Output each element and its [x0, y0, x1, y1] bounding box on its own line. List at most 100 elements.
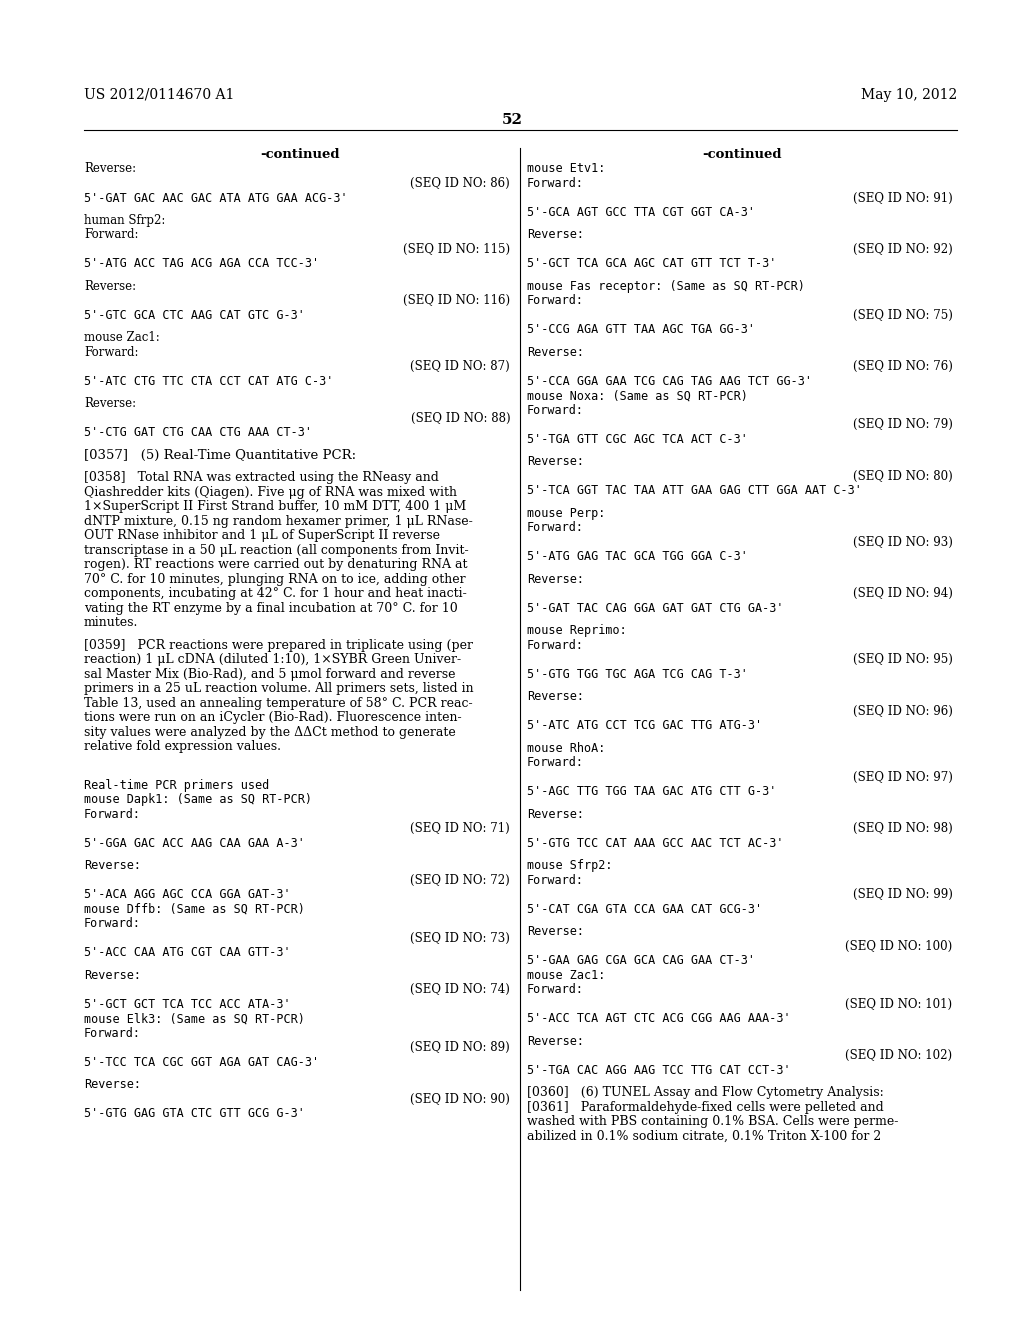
- Text: 5'-CCG AGA GTT TAA AGC TGA GG-3': 5'-CCG AGA GTT TAA AGC TGA GG-3': [527, 323, 755, 337]
- Text: 5'-GTC GCA CTC AAG CAT GTC G-3': 5'-GTC GCA CTC AAG CAT GTC G-3': [84, 309, 305, 322]
- Text: (SEQ ID NO: 97): (SEQ ID NO: 97): [853, 771, 952, 784]
- Text: Forward:: Forward:: [527, 756, 584, 770]
- Text: Forward:: Forward:: [84, 808, 141, 821]
- Text: Forward:: Forward:: [527, 983, 584, 997]
- Text: Reverse:: Reverse:: [527, 346, 584, 359]
- Text: OUT RNase inhibitor and 1 μL of SuperScript II reverse: OUT RNase inhibitor and 1 μL of SuperScr…: [84, 529, 440, 543]
- Text: 5'-GCA AGT GCC TTA CGT GGT CA-3': 5'-GCA AGT GCC TTA CGT GGT CA-3': [527, 206, 755, 219]
- Text: mouse Zac1:: mouse Zac1:: [84, 331, 160, 345]
- Text: (SEQ ID NO: 91): (SEQ ID NO: 91): [853, 191, 952, 205]
- Text: Reverse:: Reverse:: [527, 925, 584, 939]
- Text: mouse Fas receptor: (Same as SQ RT-PCR): mouse Fas receptor: (Same as SQ RT-PCR): [527, 280, 805, 293]
- Text: [0360]   (6) TUNEL Assay and Flow Cytometry Analysis:: [0360] (6) TUNEL Assay and Flow Cytometr…: [527, 1086, 884, 1100]
- Text: mouse Reprimo:: mouse Reprimo:: [527, 624, 627, 638]
- Text: (SEQ ID NO: 86): (SEQ ID NO: 86): [411, 177, 510, 190]
- Text: (SEQ ID NO: 93): (SEQ ID NO: 93): [853, 536, 952, 549]
- Text: 5'-ACC CAA ATG CGT CAA GTT-3': 5'-ACC CAA ATG CGT CAA GTT-3': [84, 946, 291, 960]
- Text: (SEQ ID NO: 98): (SEQ ID NO: 98): [853, 822, 952, 836]
- Text: Real-time PCR primers used: Real-time PCR primers used: [84, 779, 269, 792]
- Text: reaction) 1 μL cDNA (diluted 1:10), 1×SYBR Green Univer-: reaction) 1 μL cDNA (diluted 1:10), 1×SY…: [84, 653, 461, 667]
- Text: abilized in 0.1% sodium citrate, 0.1% Triton X-100 for 2: abilized in 0.1% sodium citrate, 0.1% Tr…: [527, 1130, 882, 1143]
- Text: 5'-ATC ATG CCT TCG GAC TTG ATG-3': 5'-ATC ATG CCT TCG GAC TTG ATG-3': [527, 719, 762, 733]
- Text: mouse Noxa: (Same as SQ RT-PCR): mouse Noxa: (Same as SQ RT-PCR): [527, 389, 748, 403]
- Text: 5'-GCT GCT TCA TCC ACC ATA-3': 5'-GCT GCT TCA TCC ACC ATA-3': [84, 998, 291, 1011]
- Text: 1×SuperScript II First Strand buffer, 10 mM DTT, 400 1 μM: 1×SuperScript II First Strand buffer, 10…: [84, 500, 466, 513]
- Text: (SEQ ID NO: 71): (SEQ ID NO: 71): [411, 822, 510, 836]
- Text: (SEQ ID NO: 72): (SEQ ID NO: 72): [411, 874, 510, 887]
- Text: Forward:: Forward:: [84, 1027, 141, 1040]
- Text: 5'-GAA GAG CGA GCA CAG GAA CT-3': 5'-GAA GAG CGA GCA CAG GAA CT-3': [527, 954, 755, 968]
- Text: rogen). RT reactions were carried out by denaturing RNA at: rogen). RT reactions were carried out by…: [84, 558, 468, 572]
- Text: -continued: -continued: [260, 148, 339, 161]
- Text: mouse RhoA:: mouse RhoA:: [527, 742, 605, 755]
- Text: 5'-TGA CAC AGG AAG TCC TTG CAT CCT-3': 5'-TGA CAC AGG AAG TCC TTG CAT CCT-3': [527, 1064, 791, 1077]
- Text: 5'-ACA AGG AGC CCA GGA GAT-3': 5'-ACA AGG AGC CCA GGA GAT-3': [84, 888, 291, 902]
- Text: (SEQ ID NO: 101): (SEQ ID NO: 101): [846, 998, 952, 1011]
- Text: (SEQ ID NO: 96): (SEQ ID NO: 96): [853, 705, 952, 718]
- Text: washed with PBS containing 0.1% BSA. Cells were perme-: washed with PBS containing 0.1% BSA. Cel…: [527, 1115, 898, 1129]
- Text: May 10, 2012: May 10, 2012: [861, 88, 957, 102]
- Text: minutes.: minutes.: [84, 616, 138, 630]
- Text: [0361]   Paraformaldehyde-fixed cells were pelleted and: [0361] Paraformaldehyde-fixed cells were…: [527, 1101, 884, 1114]
- Text: 5'-GGA GAC ACC AAG CAA GAA A-3': 5'-GGA GAC ACC AAG CAA GAA A-3': [84, 837, 305, 850]
- Text: 5'-AGC TTG TGG TAA GAC ATG CTT G-3': 5'-AGC TTG TGG TAA GAC ATG CTT G-3': [527, 785, 776, 799]
- Text: -continued: -continued: [702, 148, 782, 161]
- Text: 5'-ATG GAG TAC GCA TGG GGA C-3': 5'-ATG GAG TAC GCA TGG GGA C-3': [527, 550, 748, 564]
- Text: 5'-TCA GGT TAC TAA ATT GAA GAG CTT GGA AAT C-3': 5'-TCA GGT TAC TAA ATT GAA GAG CTT GGA A…: [527, 484, 862, 498]
- Text: Reverse:: Reverse:: [527, 1035, 584, 1048]
- Text: Reverse:: Reverse:: [527, 690, 584, 704]
- Text: (SEQ ID NO: 94): (SEQ ID NO: 94): [853, 587, 952, 601]
- Text: Reverse:: Reverse:: [84, 1078, 141, 1092]
- Text: (SEQ ID NO: 90): (SEQ ID NO: 90): [411, 1093, 510, 1106]
- Text: human Sfrp2:: human Sfrp2:: [84, 214, 165, 227]
- Text: 5'-ATC CTG TTC CTA CCT CAT ATG C-3': 5'-ATC CTG TTC CTA CCT CAT ATG C-3': [84, 375, 334, 388]
- Text: (SEQ ID NO: 95): (SEQ ID NO: 95): [853, 653, 952, 667]
- Text: (SEQ ID NO: 100): (SEQ ID NO: 100): [845, 940, 952, 953]
- Text: vating the RT enzyme by a final incubation at 70° C. for 10: vating the RT enzyme by a final incubati…: [84, 602, 458, 615]
- Text: (SEQ ID NO: 88): (SEQ ID NO: 88): [411, 412, 510, 425]
- Text: Forward:: Forward:: [527, 404, 584, 417]
- Text: Forward:: Forward:: [527, 177, 584, 190]
- Text: (SEQ ID NO: 73): (SEQ ID NO: 73): [411, 932, 510, 945]
- Text: mouse Sfrp2:: mouse Sfrp2:: [527, 859, 612, 873]
- Text: [0358]   Total RNA was extracted using the RNeasy and: [0358] Total RNA was extracted using the…: [84, 471, 439, 484]
- Text: (SEQ ID NO: 87): (SEQ ID NO: 87): [411, 360, 510, 374]
- Text: Reverse:: Reverse:: [84, 859, 141, 873]
- Text: Forward:: Forward:: [84, 228, 138, 242]
- Text: Reverse:: Reverse:: [527, 573, 584, 586]
- Text: 5'-GTG TCC CAT AAA GCC AAC TCT AC-3': 5'-GTG TCC CAT AAA GCC AAC TCT AC-3': [527, 837, 783, 850]
- Text: primers in a 25 uL reaction volume. All primers sets, listed in: primers in a 25 uL reaction volume. All …: [84, 682, 473, 696]
- Text: mouse Zac1:: mouse Zac1:: [527, 969, 605, 982]
- Text: transcriptase in a 50 μL reaction (all components from Invit-: transcriptase in a 50 μL reaction (all c…: [84, 544, 469, 557]
- Text: 70° C. for 10 minutes, plunging RNA on to ice, adding other: 70° C. for 10 minutes, plunging RNA on t…: [84, 573, 466, 586]
- Text: Reverse:: Reverse:: [84, 397, 136, 411]
- Text: US 2012/0114670 A1: US 2012/0114670 A1: [84, 88, 234, 102]
- Text: (SEQ ID NO: 99): (SEQ ID NO: 99): [853, 888, 952, 902]
- Text: (SEQ ID NO: 92): (SEQ ID NO: 92): [853, 243, 952, 256]
- Text: (SEQ ID NO: 102): (SEQ ID NO: 102): [846, 1049, 952, 1063]
- Text: (SEQ ID NO: 115): (SEQ ID NO: 115): [403, 243, 510, 256]
- Text: Qiashredder kits (Qiagen). Five μg of RNA was mixed with: Qiashredder kits (Qiagen). Five μg of RN…: [84, 486, 457, 499]
- Text: 5'-ATG ACC TAG ACG AGA CCA TCC-3': 5'-ATG ACC TAG ACG AGA CCA TCC-3': [84, 257, 319, 271]
- Text: Reverse:: Reverse:: [527, 228, 584, 242]
- Text: 52: 52: [502, 114, 522, 127]
- Text: Table 13, used an annealing temperature of 58° C. PCR reac-: Table 13, used an annealing temperature …: [84, 697, 473, 710]
- Text: 5'-CTG GAT CTG CAA CTG AAA CT-3': 5'-CTG GAT CTG CAA CTG AAA CT-3': [84, 426, 312, 440]
- Text: (SEQ ID NO: 89): (SEQ ID NO: 89): [411, 1041, 510, 1055]
- Text: 5'-GTG TGG TGC AGA TCG CAG T-3': 5'-GTG TGG TGC AGA TCG CAG T-3': [527, 668, 748, 681]
- Text: mouse Perp:: mouse Perp:: [527, 507, 605, 520]
- Text: mouse Elk3: (Same as SQ RT-PCR): mouse Elk3: (Same as SQ RT-PCR): [84, 1012, 305, 1026]
- Text: [0357]   (5) Real-Time Quantitative PCR:: [0357] (5) Real-Time Quantitative PCR:: [84, 449, 356, 462]
- Text: 5'-TCC TCA CGC GGT AGA GAT CAG-3': 5'-TCC TCA CGC GGT AGA GAT CAG-3': [84, 1056, 319, 1069]
- Text: Reverse:: Reverse:: [84, 162, 136, 176]
- Text: 5'-GTG GAG GTA CTC GTT GCG G-3': 5'-GTG GAG GTA CTC GTT GCG G-3': [84, 1107, 305, 1121]
- Text: Reverse:: Reverse:: [527, 808, 584, 821]
- Text: Forward:: Forward:: [527, 294, 584, 308]
- Text: Forward:: Forward:: [84, 346, 138, 359]
- Text: 5'-GAT TAC CAG GGA GAT GAT CTG GA-3': 5'-GAT TAC CAG GGA GAT GAT CTG GA-3': [527, 602, 783, 615]
- Text: 5'-GCT TCA GCA AGC CAT GTT TCT T-3': 5'-GCT TCA GCA AGC CAT GTT TCT T-3': [527, 257, 776, 271]
- Text: Forward:: Forward:: [527, 874, 584, 887]
- Text: (SEQ ID NO: 79): (SEQ ID NO: 79): [853, 418, 952, 432]
- Text: sity values were analyzed by the ΔΔCt method to generate: sity values were analyzed by the ΔΔCt me…: [84, 726, 456, 739]
- Text: dNTP mixture, 0.15 ng random hexamer primer, 1 μL RNase-: dNTP mixture, 0.15 ng random hexamer pri…: [84, 515, 473, 528]
